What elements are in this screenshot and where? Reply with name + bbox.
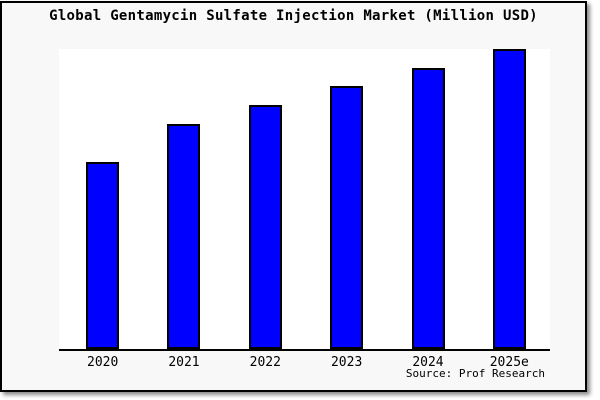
- x-tick-label-2020: 2020: [87, 355, 119, 370]
- bar-2025e: [493, 49, 526, 349]
- source-credit: Source: Prof Research: [405, 367, 545, 380]
- chart-frame: Global Gentamycin Sulfate Injection Mark…: [0, 1, 587, 392]
- x-tick-label-2021: 2021: [168, 355, 200, 370]
- plot-area: [59, 49, 550, 351]
- bar-2020: [85, 162, 119, 349]
- bar-2022: [248, 105, 282, 349]
- x-axis-labels: 2020 2021 2022 2023 2024 2025e: [62, 355, 550, 370]
- bar-2021: [167, 124, 200, 349]
- bar-2024: [411, 68, 445, 349]
- x-tick-label-2022: 2022: [249, 355, 281, 370]
- x-tick-label-2025e: 2025e: [489, 355, 529, 370]
- x-tick-label-2023: 2023: [330, 355, 363, 370]
- bar-2023: [330, 86, 363, 349]
- x-tick-label-2024: 2024: [412, 355, 444, 370]
- chart-title: Global Gentamycin Sulfate Injection Mark…: [49, 8, 538, 24]
